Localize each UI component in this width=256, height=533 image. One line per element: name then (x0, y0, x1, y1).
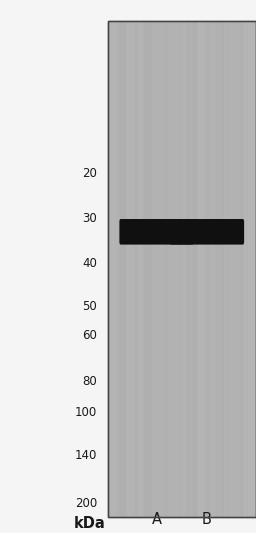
Text: 100: 100 (75, 407, 97, 419)
Bar (124, 21, 126, 517)
Bar (170, 21, 172, 517)
Bar (232, 21, 234, 517)
Bar (251, 21, 253, 517)
Bar (118, 21, 121, 517)
Text: 60: 60 (82, 329, 97, 342)
Bar (253, 21, 256, 517)
FancyBboxPatch shape (170, 219, 244, 245)
Bar (199, 21, 202, 517)
Bar (175, 21, 178, 517)
Bar (191, 21, 194, 517)
Text: 50: 50 (82, 300, 97, 313)
Bar (132, 21, 134, 517)
Bar (121, 21, 124, 517)
Bar (180, 21, 183, 517)
Bar (186, 21, 188, 517)
Bar (151, 21, 153, 517)
Bar (137, 21, 140, 517)
Bar (143, 21, 145, 517)
Bar (237, 21, 240, 517)
Text: B: B (202, 512, 212, 527)
Bar (116, 21, 118, 517)
Text: A: A (152, 512, 162, 527)
Bar (207, 21, 210, 517)
Bar (240, 21, 242, 517)
Bar (245, 21, 248, 517)
Bar (164, 21, 167, 517)
Bar (226, 21, 229, 517)
Bar (210, 21, 213, 517)
Text: 80: 80 (82, 375, 97, 387)
Bar (242, 21, 245, 517)
Bar (218, 21, 221, 517)
Bar (110, 21, 113, 517)
Bar (205, 21, 207, 517)
Bar (248, 21, 251, 517)
Text: 200: 200 (75, 497, 97, 510)
Bar (129, 21, 132, 517)
Bar (108, 21, 110, 517)
Bar (216, 21, 218, 517)
Bar (188, 21, 191, 517)
Bar (167, 21, 170, 517)
Bar (148, 21, 151, 517)
Bar (162, 21, 164, 517)
Bar (178, 21, 180, 517)
Bar (126, 21, 129, 517)
Bar (183, 21, 186, 517)
Bar (213, 21, 216, 517)
Bar (223, 21, 226, 517)
Text: 20: 20 (82, 167, 97, 180)
Bar (234, 21, 237, 517)
Bar (159, 21, 162, 517)
Bar (145, 21, 148, 517)
Text: 30: 30 (82, 212, 97, 225)
Bar (194, 21, 197, 517)
Bar (229, 21, 232, 517)
Bar (156, 21, 159, 517)
Bar (202, 21, 205, 517)
Bar (140, 21, 143, 517)
FancyBboxPatch shape (119, 219, 194, 245)
FancyBboxPatch shape (108, 21, 256, 517)
Bar (113, 21, 116, 517)
Bar (172, 21, 175, 517)
Bar (108, 21, 256, 517)
Text: 40: 40 (82, 257, 97, 270)
Bar (153, 21, 156, 517)
Bar (134, 21, 137, 517)
Text: kDa: kDa (74, 516, 105, 531)
Bar (197, 21, 199, 517)
Bar (221, 21, 223, 517)
Text: 140: 140 (75, 449, 97, 462)
